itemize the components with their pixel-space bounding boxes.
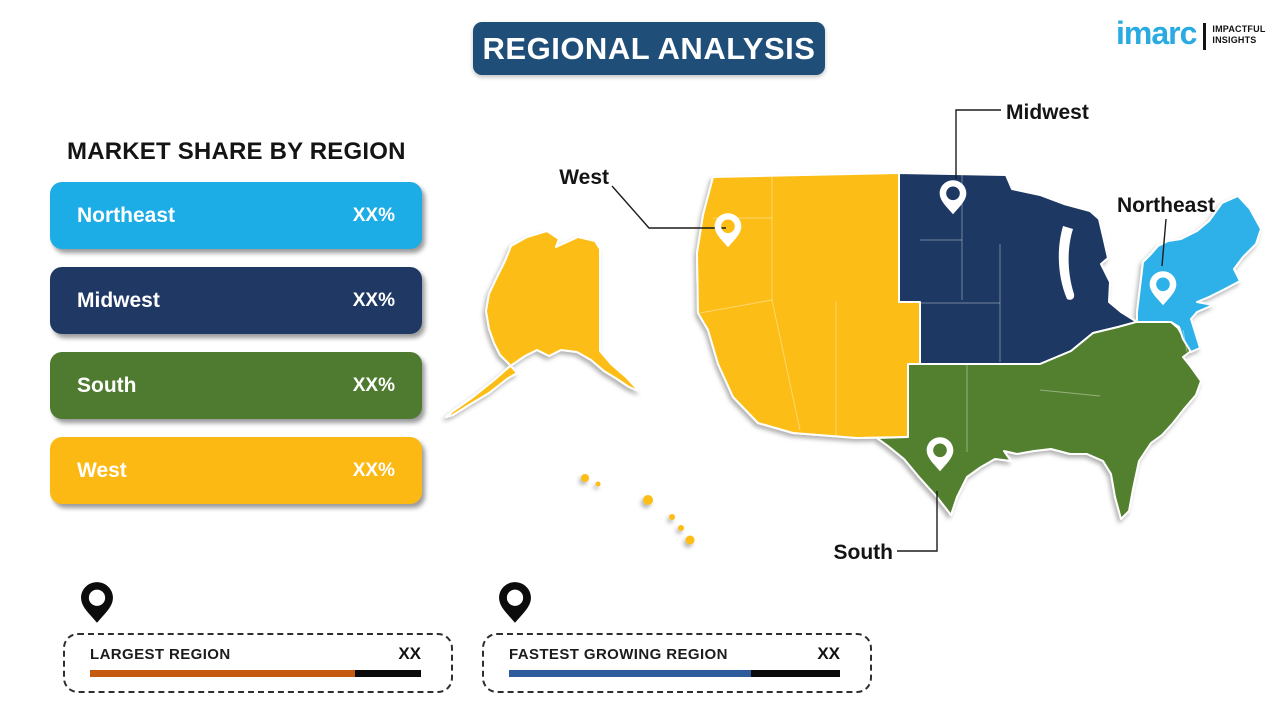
region-bar-label: South: [77, 373, 137, 397]
region-bar-label: Northeast: [77, 203, 176, 227]
fastest-growing-region-value: XX: [817, 644, 840, 663]
region-bar-south: South XX%: [50, 352, 422, 419]
fastest-region-pin-icon: [499, 582, 531, 623]
map-label-northeast: Northeast: [1117, 194, 1215, 217]
fastest-growing-region-bar-fill: [509, 670, 751, 677]
map-label-south: South: [834, 541, 893, 564]
map-region-west: [696, 172, 921, 439]
largest-region-box: LARGEST REGION XX: [63, 633, 453, 693]
lake-michigan: [1058, 226, 1075, 300]
largest-region-value: XX: [398, 644, 421, 663]
region-bar-northeast: Northeast XX%: [50, 182, 422, 249]
region-bar-value: XX%: [352, 204, 395, 226]
region-bar-value: XX%: [352, 289, 395, 311]
largest-region-bar: [90, 670, 421, 677]
leader-line-northeast: [1161, 218, 1167, 267]
imarc-wordmark: imarc: [1116, 15, 1197, 51]
region-bar-midwest: Midwest XX%: [50, 267, 422, 334]
fastest-growing-region-label: FASTEST GROWING REGION: [509, 646, 728, 663]
us-regions-map: West Midwest Northeast South: [445, 101, 1262, 564]
largest-region-bar-fill: [90, 670, 355, 677]
leader-line-midwest: [955, 109, 1001, 179]
map-label-west: West: [559, 166, 609, 189]
largest-region-pin-icon: [81, 582, 113, 623]
region-bar-label: Midwest: [77, 288, 160, 312]
page-title: REGIONAL ANALYSIS: [482, 30, 816, 66]
largest-region-label: LARGEST REGION: [90, 646, 231, 663]
region-bar-label: West: [77, 458, 127, 482]
map-region-northeast: [1136, 195, 1262, 353]
fastest-growing-region-bar: [509, 670, 840, 677]
imarc-logo: imarc IMPACTFUL INSIGHTS: [1116, 15, 1266, 51]
leader-line-south: [897, 491, 938, 552]
map-alaska: [445, 230, 640, 418]
fastest-growing-region-box: FASTEST GROWING REGION XX: [482, 633, 872, 693]
map-label-midwest: Midwest: [1006, 101, 1089, 124]
map-hawaii: [581, 474, 695, 545]
title-banner: REGIONAL ANALYSIS: [473, 22, 825, 75]
region-bar-value: XX%: [352, 374, 395, 396]
logo-divider: [1203, 23, 1207, 50]
market-share-heading: MARKET SHARE BY REGION: [67, 138, 406, 165]
region-bar-value: XX%: [352, 459, 395, 481]
region-bar-west: West XX%: [50, 437, 422, 504]
leader-line-west: [611, 185, 726, 229]
logo-tagline: IMPACTFUL INSIGHTS: [1212, 24, 1266, 45]
